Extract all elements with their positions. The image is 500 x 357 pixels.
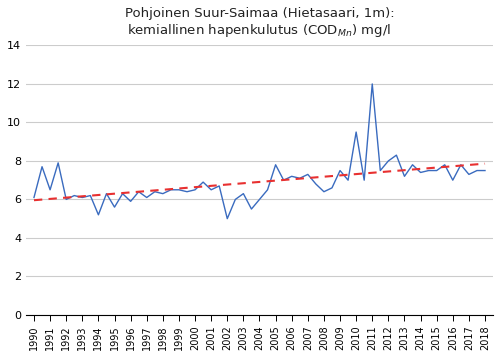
Title: Pohjoinen Suur-Saimaa (Hietasaari, 1m):
kemiallinen hapenkulutus (COD$_{Mn}$) mg: Pohjoinen Suur-Saimaa (Hietasaari, 1m): … bbox=[124, 7, 394, 39]
